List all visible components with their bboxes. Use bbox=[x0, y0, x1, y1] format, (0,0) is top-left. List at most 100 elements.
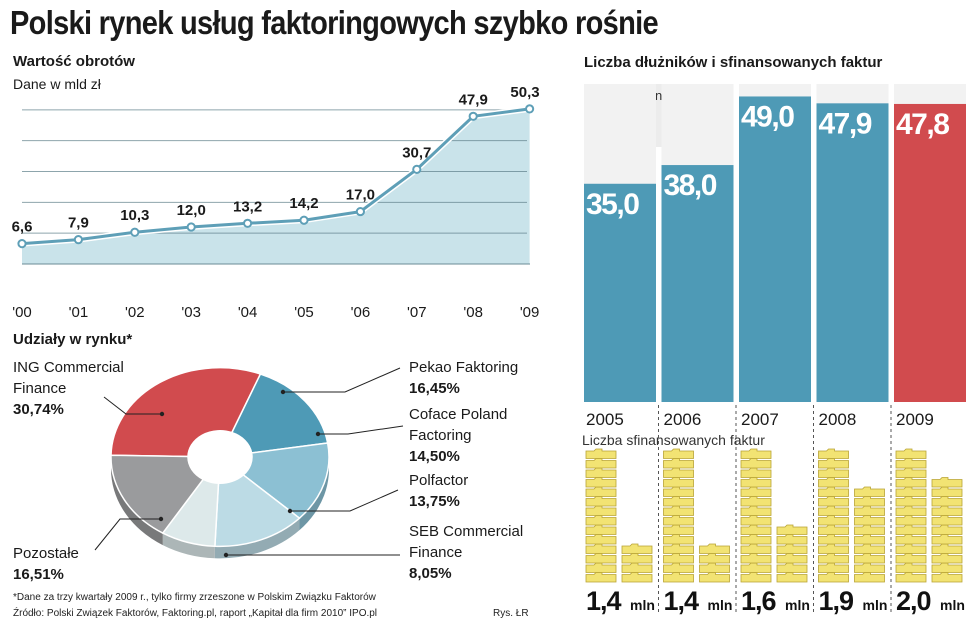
folder-shape bbox=[740, 477, 772, 488]
donut-leader-line bbox=[283, 367, 401, 393]
folder-icon bbox=[818, 477, 849, 488]
folder-shape bbox=[854, 505, 885, 516]
folder-shape bbox=[740, 562, 772, 573]
folder-icon bbox=[818, 572, 849, 583]
debtor-bar bbox=[661, 165, 734, 402]
folder-shape bbox=[699, 553, 730, 564]
turnover-value-label: 14,2 bbox=[289, 195, 318, 212]
folder-shape bbox=[663, 534, 694, 545]
donut-slice-value: 13,75% bbox=[409, 493, 460, 510]
folder-icon bbox=[740, 572, 772, 583]
folder-icon bbox=[585, 477, 617, 488]
folder-shape bbox=[931, 562, 963, 573]
folder-icon bbox=[931, 486, 963, 497]
donut-slice-side bbox=[214, 518, 300, 559]
folder-shape bbox=[585, 543, 617, 554]
debtor-bar bbox=[894, 103, 966, 402]
folder-icon bbox=[854, 496, 885, 507]
folder-shape bbox=[740, 496, 772, 507]
invoice-unit: mln bbox=[940, 597, 965, 613]
invoice-unit: mln bbox=[630, 597, 655, 613]
debtor-bar-value: 47,8 bbox=[896, 108, 949, 141]
donut-leader-line bbox=[94, 518, 161, 551]
turnover-value-label: 10,3 bbox=[120, 207, 149, 224]
folder-shape bbox=[585, 505, 617, 516]
folder-shape bbox=[740, 515, 772, 526]
folder-icon bbox=[585, 562, 617, 573]
folder-icon bbox=[740, 543, 772, 554]
turnover-point bbox=[186, 222, 196, 232]
folder-icon bbox=[776, 543, 808, 554]
folder-icon bbox=[895, 524, 927, 535]
folder-icon bbox=[895, 543, 927, 554]
folder-icon bbox=[740, 467, 772, 478]
folder-shape bbox=[931, 486, 963, 497]
donut-slice-name: ING Commercial Finance bbox=[13, 359, 124, 397]
folder-icon bbox=[895, 496, 927, 507]
folder-shape bbox=[931, 524, 963, 535]
folder-shape bbox=[663, 553, 694, 564]
turnover-tick-label: '02 bbox=[125, 304, 145, 321]
folder-icon bbox=[931, 543, 963, 554]
debtor-bar-value: 38,0 bbox=[664, 169, 717, 202]
turnover-point bbox=[73, 235, 84, 245]
folder-shape bbox=[854, 496, 885, 507]
invoices-label: Liczba sfinansowanych faktur bbox=[582, 432, 765, 448]
folder-icon bbox=[585, 496, 617, 507]
debtor-year-label: 2008 bbox=[819, 410, 857, 429]
debtor-year-label: 2006 bbox=[664, 410, 702, 429]
source-note: Źródło: Polski Związek Faktorów, Faktori… bbox=[13, 608, 378, 619]
turnover-tick-label: '04 bbox=[238, 304, 258, 321]
folder-shape bbox=[585, 496, 617, 507]
folder-icon bbox=[699, 572, 730, 583]
folder-shape bbox=[585, 534, 617, 545]
folder-shape bbox=[663, 486, 694, 497]
donut-slice-name: SEB Commercial Finance bbox=[409, 523, 524, 561]
turnover-area bbox=[22, 108, 530, 265]
folder-icon bbox=[585, 486, 617, 497]
folder-shape bbox=[699, 562, 730, 573]
folder-icon bbox=[895, 448, 927, 459]
folder-shape bbox=[621, 553, 653, 564]
turnover-tick-label: '01 bbox=[69, 304, 89, 321]
folder-shape bbox=[585, 572, 617, 583]
folder-shape bbox=[895, 477, 927, 488]
folder-icon bbox=[818, 505, 849, 516]
turnover-subtitle: Dane w mld zł bbox=[13, 76, 101, 92]
folder-icon bbox=[740, 505, 772, 516]
folder-shape bbox=[931, 515, 963, 526]
shares-title: Udziały w rynku* bbox=[13, 331, 133, 348]
folder-shape bbox=[854, 572, 885, 583]
folder-icon bbox=[776, 572, 808, 583]
folder-shape bbox=[663, 543, 694, 554]
folder-icon bbox=[818, 543, 849, 554]
folder-icon bbox=[818, 562, 849, 573]
turnover-value-label: 7,9 bbox=[68, 215, 89, 232]
folder-shape bbox=[818, 553, 849, 564]
folder-shape bbox=[585, 467, 617, 478]
folder-icon bbox=[776, 524, 808, 535]
folder-icon bbox=[931, 534, 963, 545]
folder-shape bbox=[931, 534, 963, 545]
turnover-point bbox=[299, 215, 309, 225]
folder-icon bbox=[818, 553, 849, 564]
donut-leader-dot bbox=[158, 516, 164, 522]
folder-shape bbox=[740, 467, 772, 478]
turnover-tick-label: '09 bbox=[520, 304, 540, 321]
donut-leader-dot bbox=[223, 552, 229, 558]
folder-icon bbox=[740, 496, 772, 507]
folder-shape bbox=[740, 524, 772, 535]
invoice-unit: mln bbox=[708, 597, 733, 613]
folder-shape bbox=[818, 496, 849, 507]
folder-shape bbox=[895, 543, 927, 554]
turnover-tick-label: '08 bbox=[463, 304, 483, 321]
folder-icon bbox=[818, 515, 849, 526]
folder-icon bbox=[699, 562, 730, 573]
debtor-bar bbox=[816, 103, 889, 403]
donut-leader-line bbox=[103, 396, 162, 415]
turnover-value-label: 6,6 bbox=[12, 219, 33, 236]
folder-icon bbox=[621, 543, 653, 554]
folder-icon bbox=[740, 486, 772, 497]
